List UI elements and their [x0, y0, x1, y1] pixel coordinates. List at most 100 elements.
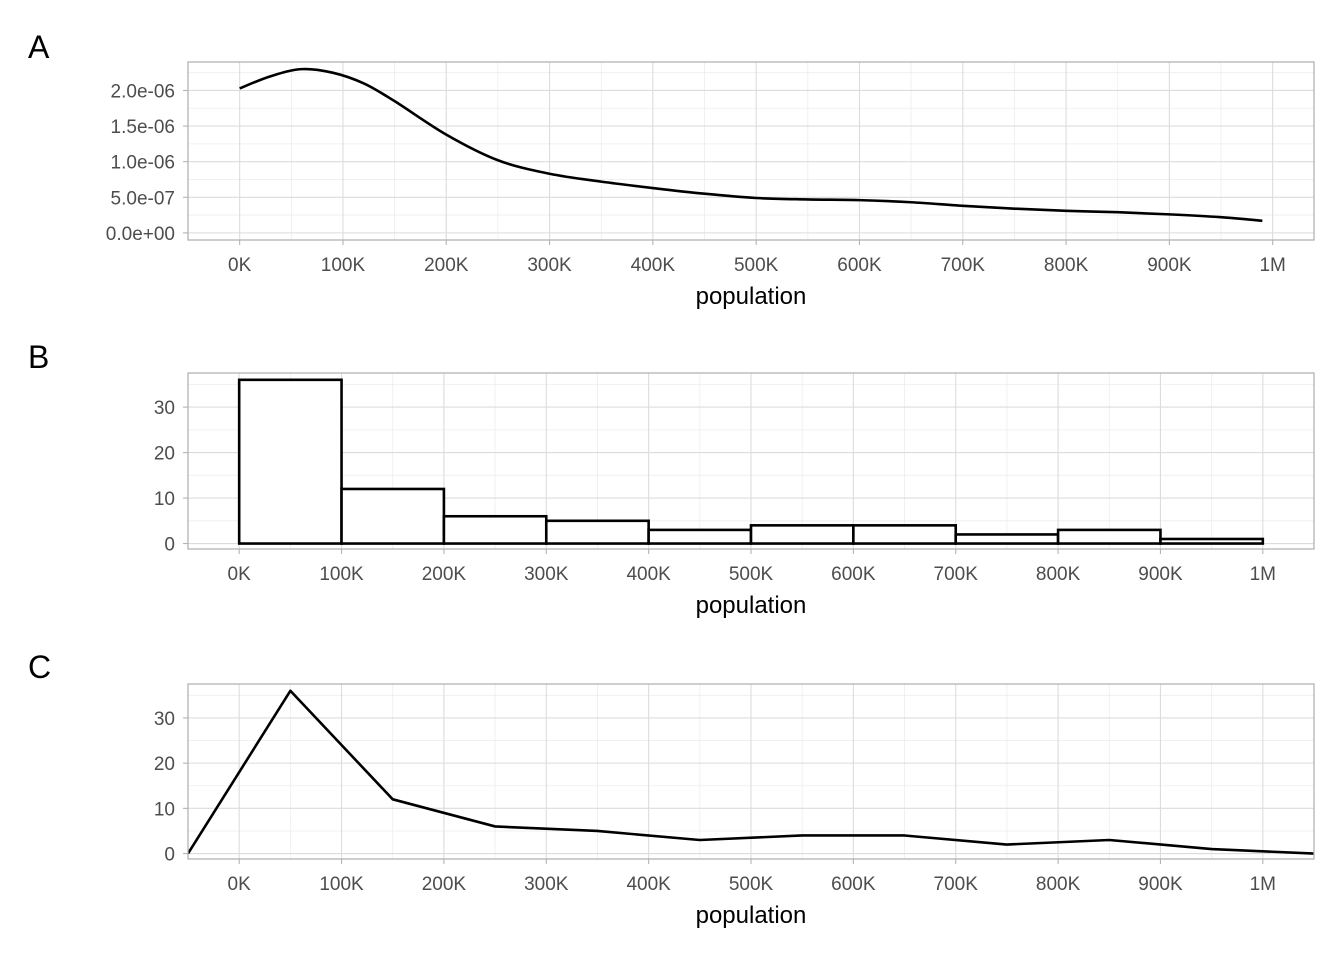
panel-a-data-point [331, 71, 334, 74]
panel-c-x-tick-label: 100K [319, 874, 364, 895]
panel-b-histogram-bar [749, 524, 855, 545]
panel-b-histogram-bar [442, 514, 548, 545]
panel-b-y-tick-label: 10 [154, 489, 175, 510]
panel-a-data-point [393, 100, 396, 103]
panel-a-data-point [496, 159, 499, 162]
panel-a-x-tick-label: 0K [228, 255, 252, 276]
panel-a-y-tick-label: 2.0e-06 [111, 81, 175, 102]
panel-c-x-tick-label: 400K [626, 874, 671, 895]
panel-b-x-tick-label: 500K [729, 564, 774, 585]
panel-b-histogram-bar [647, 528, 753, 545]
panel-c-data-point [596, 829, 599, 832]
panel-a-x-tick-label: 900K [1147, 255, 1192, 276]
panel-b-x-tick-label: 0K [228, 564, 252, 585]
panel-c-data-point [1108, 839, 1111, 842]
panel-b-x-tick-label: 800K [1036, 564, 1081, 585]
panel-a-x-tick-label: 400K [631, 255, 676, 276]
panel-a-y-tick-label: 1.0e-06 [111, 153, 175, 174]
panel-c-x-tick-label: 600K [831, 874, 876, 895]
panel-a-panel-border [187, 61, 1315, 241]
panel-c-data-point [391, 798, 394, 801]
panel-c-panel-border [187, 683, 1315, 860]
panel-a-data-point [961, 204, 964, 207]
panel-c-data-point [289, 689, 292, 692]
panel-a-y-tick-label: 5.0e-07 [111, 188, 175, 209]
panel-c-data-point [1210, 848, 1213, 851]
panel-a-plot-background [188, 62, 1314, 240]
panel-c-y-tick-label: 30 [154, 709, 175, 730]
panel-b-histogram-bar [1056, 528, 1162, 545]
panel-b-x-axis-title: population [696, 592, 807, 619]
panel-a-x-axis-title: population [696, 283, 807, 310]
panel-c-x-tick-label: 700K [934, 874, 979, 895]
panel-c-x-tick-label: 800K [1036, 874, 1081, 895]
panel-b-histogram-bar [340, 487, 446, 545]
panel-a-y-tick-label: 0.0e+00 [106, 224, 175, 245]
panel-a-data-point [1013, 207, 1016, 210]
panel-a-data-point [600, 180, 603, 183]
panel-a-data-point [1116, 211, 1119, 214]
panel-c-data-point [1005, 843, 1008, 846]
panel-b: B 0K 100K 200K 300K 400K 500K 600K 700K 800K 900K 1… [28, 339, 1315, 619]
panel-a-data-point [445, 133, 448, 136]
panel-b-x-tick-label: 900K [1138, 564, 1183, 585]
panel-a-data-point [1261, 219, 1264, 222]
panel-b-y-tick-label: 20 [154, 444, 175, 465]
panel-a-data-point [1065, 209, 1068, 212]
panel-a-data-point [1168, 213, 1171, 216]
panel-b-histogram-bar [954, 533, 1060, 545]
panel-a-x-tick-label: 800K [1044, 255, 1089, 276]
panel-c-data-point [903, 834, 906, 837]
panel-b-x-tick-label: 1M [1250, 564, 1276, 585]
panel-b-x-tick-label: 200K [422, 564, 467, 585]
panel-a: A 0K 100K 200K 300K 400K 500K 600K 700K 800K 900K 1… [28, 29, 1315, 310]
panel-a-density-line [239, 67, 1263, 223]
panel-c-x-tick-label: 1M [1250, 874, 1276, 895]
panel-c-data-point [698, 839, 701, 842]
panel-c-data-point [494, 825, 497, 828]
panel-a-data-point [755, 196, 758, 199]
panel-c-x-tick-label: 500K [729, 874, 774, 895]
panel-c-y-tick-label: 20 [154, 754, 175, 775]
panel-b-y-tick-label: 30 [154, 398, 175, 419]
panel-a-x-tick-label: 600K [837, 255, 882, 276]
panel-b-histogram-bar [1159, 537, 1265, 545]
panel-c-tag: C [28, 649, 51, 685]
panel-a-data-point [703, 192, 706, 195]
panel-a-data-point [806, 198, 809, 201]
panel-a-data-point [858, 199, 861, 202]
panel-a-data-point [300, 68, 303, 71]
panel-c-frequency-line [188, 689, 1314, 855]
panel-a-y-tick-label: 1.5e-06 [111, 117, 175, 138]
panel-b-tag: B [28, 339, 49, 375]
panel-c-x-tick-label: 900K [1138, 874, 1183, 895]
panel-a-x-tick-label: 500K [734, 255, 779, 276]
panel-a-x-tick-label: 100K [321, 255, 366, 276]
panel-a-data-point [238, 87, 241, 90]
panel-a-x-tick-label: 1M [1259, 255, 1285, 276]
panel-c-x-tick-label: 200K [422, 874, 467, 895]
panel-b-histogram-bar [237, 378, 343, 545]
panel-b-x-tick-label: 100K [319, 564, 364, 585]
panel-b-panel-border [187, 372, 1315, 550]
panel-a-x-tick-label: 300K [527, 255, 572, 276]
panel-c-y-tick-label: 0 [164, 845, 175, 866]
panel-c-x-axis-title: population [696, 902, 807, 929]
panel-c-x-tick-label: 0K [228, 874, 252, 895]
panel-a-data-point [548, 172, 551, 175]
panel-a-data-point [651, 187, 654, 190]
panel-b-x-tick-label: 600K [831, 564, 876, 585]
panel-a-data-point [1220, 216, 1223, 219]
panel-c: C 0K 100K 200K 300K 400K 500K 600K 700K 800K 900K 1… [28, 649, 1315, 929]
panel-c-y-tick-label: 10 [154, 799, 175, 820]
panel-a-data-point [362, 82, 365, 85]
panel-b-histogram-bar [852, 524, 958, 545]
panel-a-data-point [269, 75, 272, 78]
panel-a-x-tick-label: 200K [424, 255, 469, 276]
panel-b-x-tick-label: 300K [524, 564, 569, 585]
panel-b-y-tick-label: 0 [164, 535, 175, 556]
panel-b-x-tick-label: 700K [934, 564, 979, 585]
panel-a-x-tick-label: 700K [941, 255, 986, 276]
panel-b-histogram-bar [544, 519, 650, 545]
